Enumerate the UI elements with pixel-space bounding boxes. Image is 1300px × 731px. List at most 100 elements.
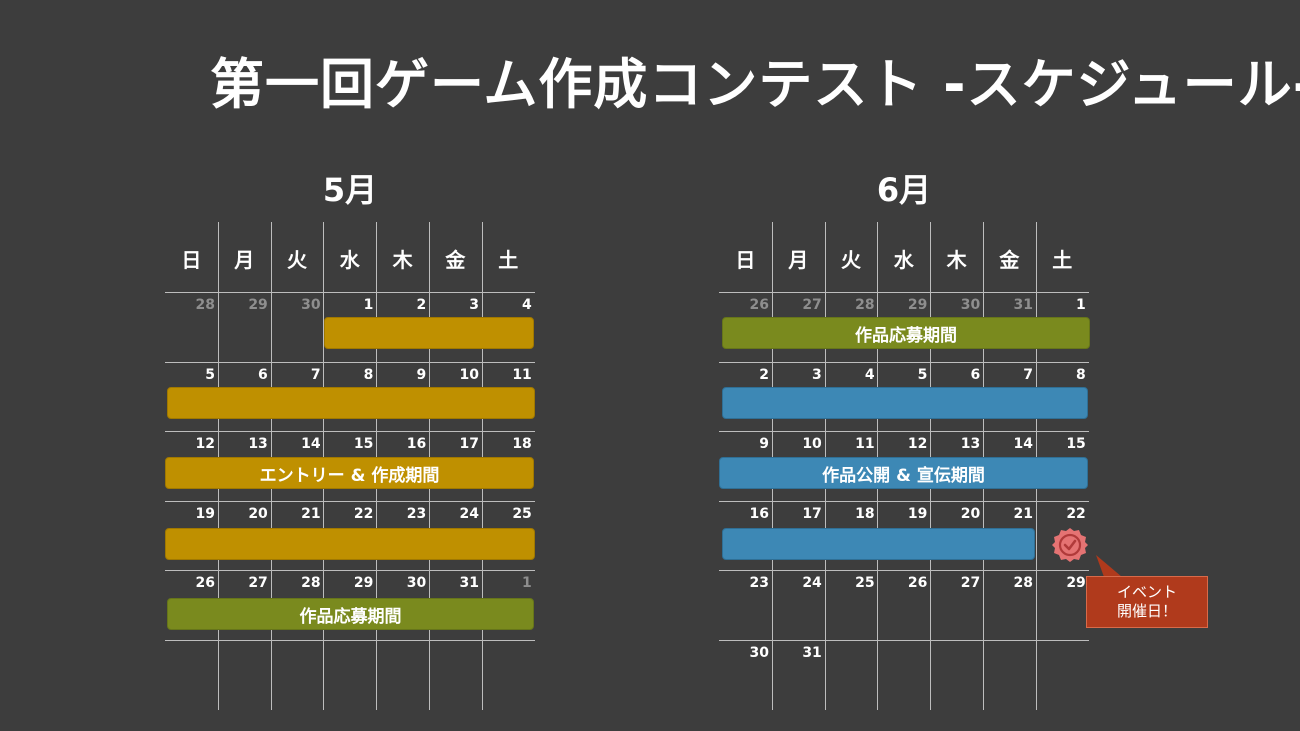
- may-weekday-header: 土: [498, 248, 519, 272]
- june-day-number[interactable]: 12: [907, 436, 928, 452]
- may-day-number[interactable]: 23: [406, 506, 427, 522]
- june-publish-bar-week4[interactable]: [722, 528, 1035, 560]
- may-day-number[interactable]: 26: [195, 575, 215, 591]
- may-calendar: 日月火水木金土 28 29 30 1 2 3 4 5 6 7 8 9 10 11 12 13 14 15 16 17 18…: [165, 222, 535, 710]
- june-weekday-header: 火: [840, 248, 861, 272]
- june-weekday-header: 土: [1052, 248, 1073, 272]
- may-day-number[interactable]: 30: [406, 575, 427, 591]
- may-day-number[interactable]: 1: [522, 575, 532, 591]
- may-entry-bar-week2[interactable]: [167, 387, 535, 419]
- may-weekday-header: 月: [234, 248, 255, 272]
- may-day-number[interactable]: 3: [469, 297, 479, 313]
- may-day-number[interactable]: 30: [301, 297, 321, 313]
- event-check-badge-icon: [1052, 528, 1088, 562]
- may-day-number[interactable]: 12: [195, 436, 215, 452]
- june-day-number[interactable]: 11: [855, 436, 875, 452]
- may-day-number[interactable]: 16: [406, 436, 427, 452]
- june-publish-bar-week3[interactable]: 作品公開 & 宣伝期間: [719, 457, 1088, 489]
- callout-line1: イベント: [1116, 583, 1177, 601]
- may-day-number[interactable]: 28: [195, 297, 215, 313]
- may-grid-hline: [165, 570, 535, 571]
- june-day-number[interactable]: 23: [749, 575, 769, 591]
- june-day-number[interactable]: 1: [1076, 297, 1086, 313]
- may-day-number[interactable]: 11: [512, 367, 532, 383]
- june-day-number[interactable]: 7: [1023, 367, 1033, 383]
- june-day-number[interactable]: 2: [759, 367, 769, 383]
- june-weekday-header: 木: [946, 248, 967, 272]
- may-day-number[interactable]: 25: [512, 506, 532, 522]
- june-day-number[interactable]: 31: [1013, 297, 1033, 313]
- may-submit-bar[interactable]: 作品応募期間: [167, 598, 534, 630]
- june-day-number[interactable]: 21: [1013, 506, 1033, 522]
- june-grid-hline: [719, 640, 1089, 641]
- june-day-number[interactable]: 27: [802, 297, 822, 313]
- may-weekday-header: 水: [339, 248, 360, 272]
- june-submit-bar[interactable]: 作品応募期間: [722, 317, 1090, 349]
- june-day-number[interactable]: 16: [749, 506, 769, 522]
- may-day-number[interactable]: 17: [459, 436, 479, 452]
- may-day-number[interactable]: 4: [522, 297, 532, 313]
- may-weekday-header: 木: [392, 248, 413, 272]
- june-day-number[interactable]: 17: [802, 506, 822, 522]
- may-day-number[interactable]: 19: [195, 506, 215, 522]
- may-day-number[interactable]: 27: [248, 575, 268, 591]
- may-day-number[interactable]: 10: [459, 367, 479, 383]
- may-day-number[interactable]: 24: [459, 506, 479, 522]
- may-day-number[interactable]: 21: [301, 506, 321, 522]
- may-day-number[interactable]: 29: [353, 575, 374, 591]
- may-weekday-header: 火: [286, 248, 307, 272]
- june-day-number[interactable]: 29: [907, 297, 928, 313]
- june-day-number[interactable]: 28: [1013, 575, 1033, 591]
- june-day-number[interactable]: 25: [855, 575, 875, 591]
- may-entry-bar-week1[interactable]: [324, 317, 534, 349]
- june-month-label: 6月: [876, 171, 932, 209]
- june-day-number[interactable]: 18: [855, 506, 875, 522]
- june-day-number[interactable]: 13: [960, 436, 981, 452]
- may-day-number[interactable]: 28: [301, 575, 321, 591]
- june-day-number[interactable]: 28: [855, 297, 875, 313]
- june-day-number[interactable]: 6: [970, 367, 981, 383]
- may-day-number[interactable]: 8: [363, 367, 374, 383]
- may-day-number[interactable]: 14: [301, 436, 321, 452]
- june-day-number[interactable]: 26: [749, 297, 769, 313]
- june-weekday-header: 日: [735, 248, 756, 272]
- may-entry-bar-week4[interactable]: [165, 528, 535, 560]
- june-day-number[interactable]: 30: [749, 645, 769, 661]
- june-day-number[interactable]: 15: [1066, 436, 1086, 452]
- june-day-number[interactable]: 8: [1076, 367, 1086, 383]
- june-day-number[interactable]: 4: [864, 367, 875, 383]
- june-day-number[interactable]: 19: [907, 506, 928, 522]
- june-day-number[interactable]: 26: [907, 575, 928, 591]
- june-day-number[interactable]: 22: [1066, 506, 1086, 522]
- june-day-number[interactable]: 27: [960, 575, 981, 591]
- may-day-number[interactable]: 1: [363, 297, 374, 313]
- may-day-number[interactable]: 15: [353, 436, 374, 452]
- may-day-number[interactable]: 6: [258, 367, 268, 383]
- may-day-number[interactable]: 20: [248, 506, 268, 522]
- may-day-number[interactable]: 18: [512, 436, 532, 452]
- june-day-number[interactable]: 31: [802, 645, 822, 661]
- june-grid-hline: [719, 292, 1089, 293]
- june-day-number[interactable]: 9: [759, 436, 769, 452]
- may-day-number[interactable]: 5: [205, 367, 215, 383]
- june-weekday-header: 月: [788, 248, 809, 272]
- may-entry-bar-week3[interactable]: エントリー & 作成期間: [165, 457, 534, 489]
- june-grid-hline: [719, 431, 1089, 432]
- may-day-number[interactable]: 7: [310, 367, 321, 383]
- may-day-number[interactable]: 9: [416, 367, 427, 383]
- june-day-number[interactable]: 30: [960, 297, 981, 313]
- may-day-number[interactable]: 2: [416, 297, 427, 313]
- june-day-number[interactable]: 5: [917, 367, 928, 383]
- june-publish-bar-week2[interactable]: [722, 387, 1088, 419]
- june-day-number[interactable]: 24: [802, 575, 822, 591]
- page-title: 第一回ゲーム作成コンテスト -スケジュール-: [210, 53, 1300, 116]
- june-day-number[interactable]: 29: [1066, 575, 1086, 591]
- june-day-number[interactable]: 20: [960, 506, 981, 522]
- june-day-number[interactable]: 10: [802, 436, 822, 452]
- may-day-number[interactable]: 29: [248, 297, 268, 313]
- june-day-number[interactable]: 14: [1013, 436, 1033, 452]
- may-day-number[interactable]: 31: [459, 575, 479, 591]
- may-day-number[interactable]: 22: [353, 506, 374, 522]
- june-day-number[interactable]: 3: [812, 367, 822, 383]
- may-day-number[interactable]: 13: [248, 436, 268, 452]
